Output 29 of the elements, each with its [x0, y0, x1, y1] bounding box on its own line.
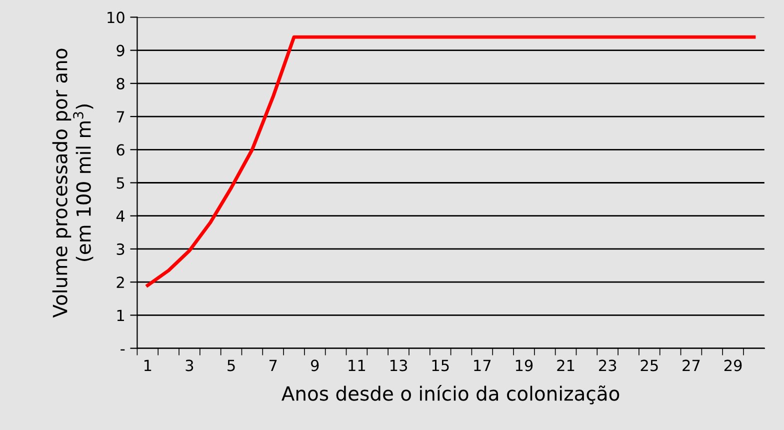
- x-tick-label: 7: [269, 360, 277, 372]
- x-tick-label: 9: [311, 360, 319, 372]
- x-tick-label: 11: [348, 360, 366, 372]
- y-tick-label: 5: [116, 177, 124, 189]
- x-tick-label: 17: [474, 360, 491, 372]
- x-tick-label: 23: [599, 360, 616, 372]
- x-axis-title: Anos desde o início da colonização: [282, 385, 620, 404]
- y-tick-label: 3: [116, 243, 124, 255]
- x-tick-label: 21: [557, 360, 574, 372]
- y-tick-label: 6: [116, 144, 124, 156]
- y-tick-label: 8: [116, 78, 124, 90]
- y-axis-title: Volume processado por ano (em 100 mil m$^{3}$): [52, 48, 94, 318]
- x-tick-label: 1: [144, 360, 152, 372]
- x-tick-label: 3: [186, 360, 194, 372]
- y-tick-label: 1: [117, 310, 124, 321]
- y-tick-label: 10: [108, 12, 124, 24]
- line-series: [146, 35, 756, 288]
- y-tick-label: 7: [116, 111, 124, 122]
- x-tick-label: 13: [390, 360, 408, 372]
- y-tick-label: 2: [116, 276, 124, 288]
- x-tick-label: 27: [682, 360, 700, 372]
- y-tick-label: 9: [116, 44, 124, 56]
- x-tick-label: 29: [724, 360, 742, 372]
- x-tick-label: 5: [228, 360, 235, 372]
- x-tick-label: 19: [516, 360, 533, 372]
- x-tick-label: 15: [432, 360, 449, 372]
- y-tick-label: -: [120, 349, 125, 351]
- x-tick-label: 25: [640, 360, 658, 372]
- y-tick-label: 4: [116, 210, 125, 222]
